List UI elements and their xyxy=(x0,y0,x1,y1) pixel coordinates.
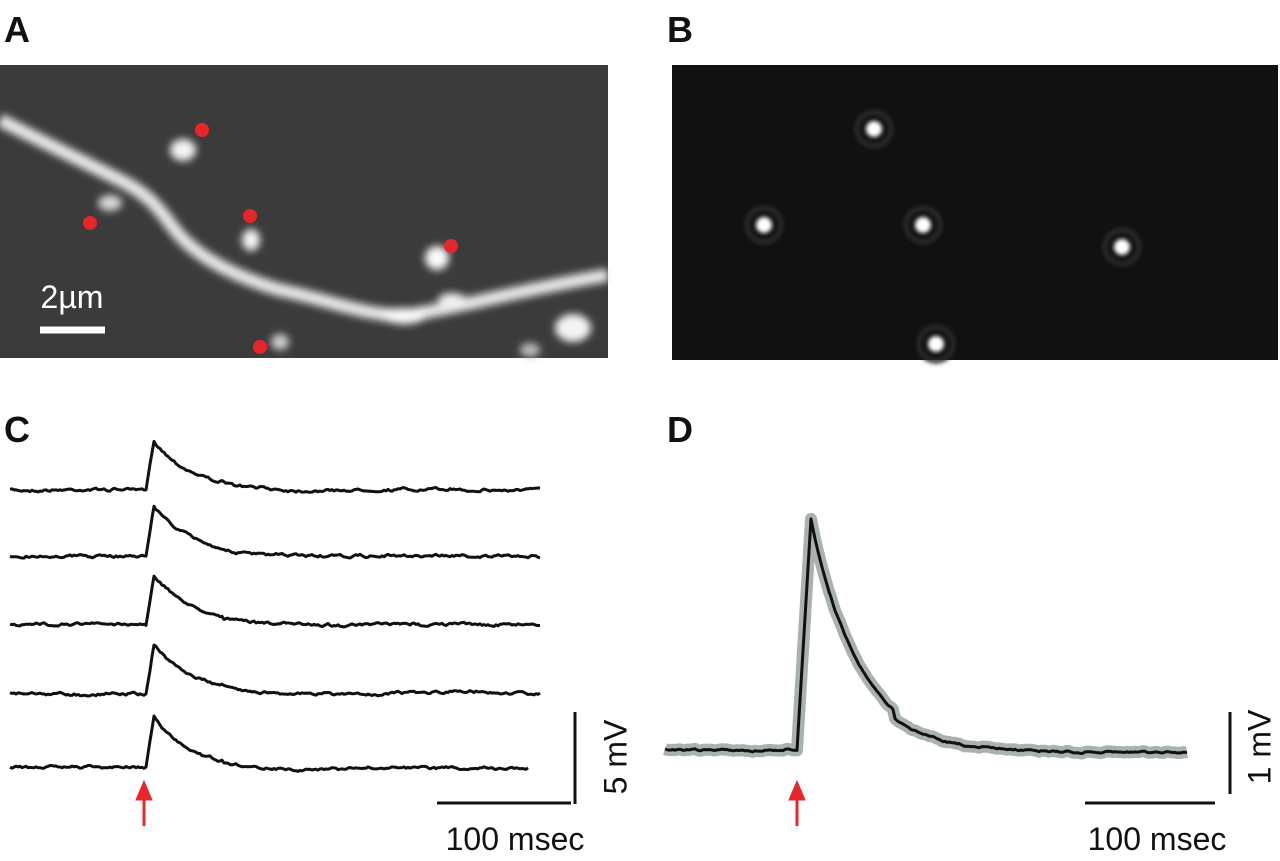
spot-image xyxy=(672,65,1278,360)
trace xyxy=(9,643,541,698)
scale-label: 5 mV xyxy=(597,719,633,794)
trace xyxy=(9,574,540,629)
spots xyxy=(744,109,1142,364)
dendrite xyxy=(0,114,610,357)
traces xyxy=(9,439,541,773)
stim-arrow xyxy=(788,779,806,826)
uncaging-spots xyxy=(83,123,458,354)
panel-label: D xyxy=(667,409,693,450)
trace xyxy=(9,504,541,560)
trace xyxy=(664,517,1188,756)
scale-label: 2µm xyxy=(41,279,104,315)
scale-label: 1 mV xyxy=(1241,709,1277,784)
panel-label: C xyxy=(4,409,30,450)
trace xyxy=(661,512,1191,760)
average-trace xyxy=(661,512,1191,760)
scale-label: 100 msec xyxy=(1088,821,1227,857)
micrograph xyxy=(0,65,608,358)
stim-arrow xyxy=(135,779,153,826)
trace xyxy=(9,714,529,773)
panel-label: B xyxy=(667,9,693,50)
trace xyxy=(9,439,541,494)
scale-label: 100 msec xyxy=(446,821,585,857)
panel-label: A xyxy=(4,9,30,50)
